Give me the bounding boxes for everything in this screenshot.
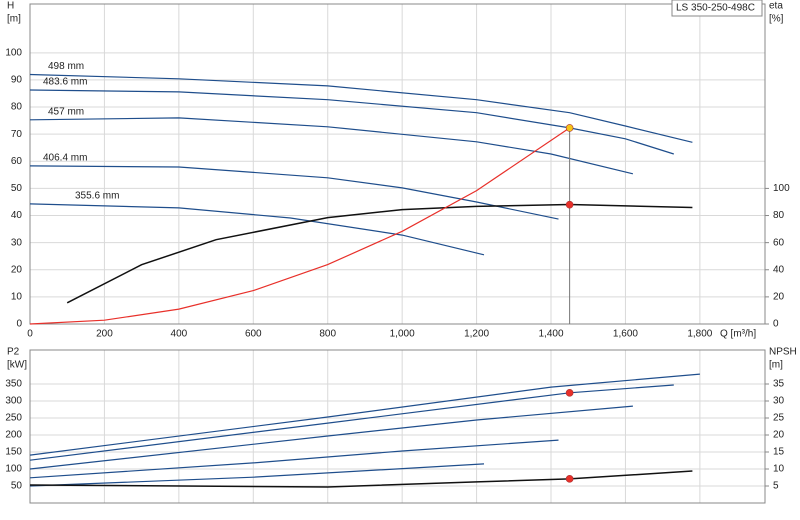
operating-point	[565, 124, 574, 132]
y2-tick-label: 35	[773, 379, 785, 390]
y-tick-label: 100	[5, 464, 22, 475]
y2-tick-label: 100	[773, 183, 790, 194]
x-tick-label: 1,400	[538, 329, 563, 340]
y-tick-label: 10	[11, 292, 23, 303]
curve-label: 498 mm	[48, 61, 84, 72]
y2-axis-unit: [%]	[769, 14, 784, 25]
x-tick-label: 0	[27, 329, 33, 340]
x-tick-label: 800	[319, 329, 336, 340]
y2-tick-label: 5	[773, 481, 779, 492]
x-axis-label: Q [m³/h]	[720, 329, 756, 340]
y-axis-unit: [m]	[7, 14, 21, 25]
y-tick-label: 80	[11, 102, 23, 113]
curve	[29, 117, 634, 175]
curve	[29, 73, 693, 143]
plot-frame	[29, 3, 766, 325]
y-tick-label: 350	[5, 379, 22, 390]
operating-point	[565, 475, 574, 483]
x-tick-label: 1,000	[390, 329, 415, 340]
y2-tick-label: 40	[773, 264, 785, 275]
y2-tick-label: 60	[773, 237, 785, 248]
y-tick-label: 30	[11, 237, 23, 248]
curve	[29, 439, 559, 479]
y-tick-label: 250	[5, 413, 22, 424]
y-axis-label: P2	[7, 347, 20, 358]
curve	[29, 470, 693, 488]
curve	[29, 405, 633, 470]
y-tick-label: 300	[5, 396, 22, 407]
chart-title: LS 350-250-498C	[676, 3, 755, 14]
y2-tick-label: 25	[773, 413, 785, 424]
y-tick-label: 150	[5, 447, 22, 458]
y2-tick-label: 20	[773, 430, 785, 441]
y-axis-unit: [kW]	[7, 360, 27, 371]
y-axis-label: H	[7, 1, 14, 12]
y-tick-label: 70	[11, 129, 23, 140]
curve	[29, 203, 485, 256]
y-tick-label: 90	[11, 75, 23, 86]
plot-frame	[29, 349, 766, 504]
y-tick-label: 50	[11, 481, 23, 492]
y-tick-label: 50	[11, 183, 23, 194]
y2-axis-label: eta	[769, 1, 783, 12]
y2-tick-label: 30	[773, 396, 785, 407]
y2-tick-label: 20	[773, 292, 785, 303]
title-box	[671, 0, 763, 17]
curve	[29, 373, 700, 456]
x-tick-label: 600	[245, 329, 262, 340]
y2-tick-label: 80	[773, 210, 785, 221]
curve	[29, 165, 559, 220]
y-tick-label: 0	[16, 319, 22, 330]
operating-point	[565, 389, 574, 397]
y-tick-label: 200	[5, 430, 22, 441]
y-tick-label: 60	[11, 156, 23, 167]
curve	[29, 463, 485, 487]
y2-tick-label: 15	[773, 447, 785, 458]
x-tick-label: 1,200	[464, 329, 489, 340]
y2-axis-unit: [m]	[769, 360, 783, 371]
y2-tick-label: 0	[773, 319, 779, 330]
curve-label: 457 mm	[48, 106, 84, 117]
operating-point	[565, 200, 574, 209]
y-tick-label: 100	[5, 47, 22, 58]
x-tick-label: 200	[96, 329, 113, 340]
curve-label: 483.6 mm	[43, 77, 87, 88]
y-tick-label: 40	[11, 210, 23, 221]
curve	[29, 384, 674, 461]
x-tick-label: 1,600	[613, 329, 638, 340]
curve	[66, 203, 693, 304]
curve	[29, 89, 674, 155]
y2-axis-label: NPSH	[769, 347, 797, 358]
y2-tick-label: 10	[773, 464, 785, 475]
x-tick-label: 400	[171, 329, 188, 340]
y-tick-label: 20	[11, 264, 23, 275]
x-tick-label: 1,800	[687, 329, 712, 340]
curve-label: 406.4 mm	[43, 153, 87, 164]
curve	[29, 127, 570, 325]
curve-label: 355.6 mm	[75, 191, 119, 202]
